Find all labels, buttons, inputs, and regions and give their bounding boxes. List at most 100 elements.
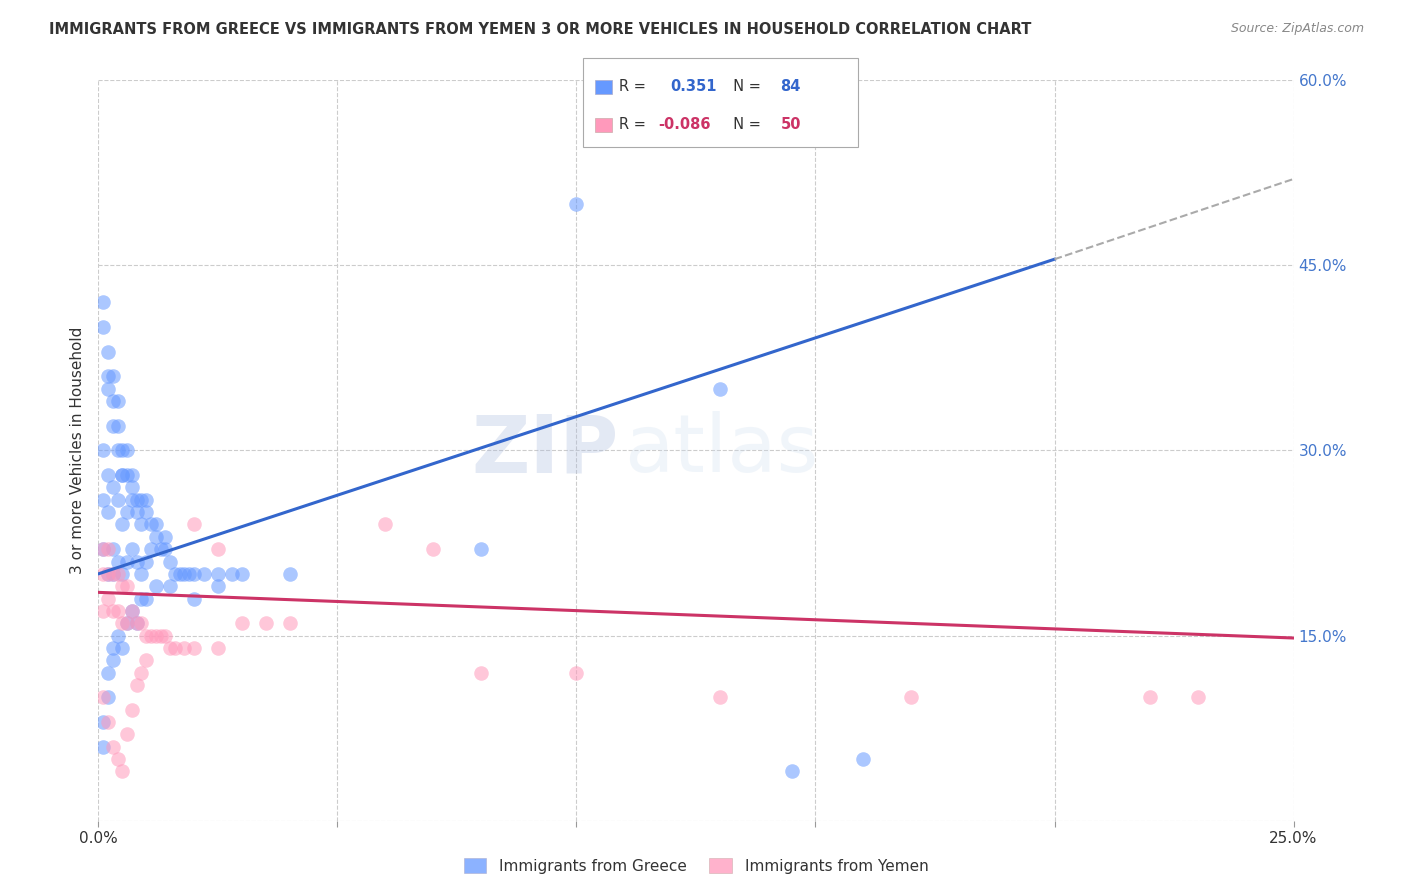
Point bbox=[254, 616, 277, 631]
Point bbox=[97, 369, 120, 384]
Point bbox=[97, 591, 120, 606]
Point bbox=[278, 616, 301, 631]
Point bbox=[1187, 690, 1209, 705]
Point bbox=[145, 530, 167, 544]
Point bbox=[111, 468, 134, 483]
Point bbox=[149, 542, 172, 557]
Point bbox=[91, 542, 114, 557]
Point bbox=[115, 616, 138, 631]
Point bbox=[207, 542, 229, 557]
Point bbox=[115, 555, 138, 569]
Point bbox=[97, 566, 120, 581]
Point bbox=[169, 566, 191, 581]
Point bbox=[221, 566, 243, 581]
Point bbox=[97, 665, 120, 680]
Point bbox=[135, 628, 157, 642]
Point bbox=[97, 382, 120, 396]
Text: N =: N = bbox=[724, 79, 766, 94]
Point bbox=[155, 542, 177, 557]
Point bbox=[111, 764, 134, 779]
Point bbox=[101, 394, 124, 409]
Point bbox=[145, 628, 167, 642]
Point bbox=[135, 591, 157, 606]
Point bbox=[131, 517, 153, 532]
Point bbox=[97, 690, 120, 705]
Point bbox=[115, 468, 138, 483]
Point bbox=[111, 517, 134, 532]
Point bbox=[107, 604, 129, 618]
Point bbox=[155, 530, 177, 544]
Point bbox=[101, 739, 124, 754]
Point bbox=[131, 566, 153, 581]
Point bbox=[101, 566, 124, 581]
Point bbox=[111, 443, 134, 458]
Point bbox=[121, 542, 143, 557]
Point bbox=[91, 714, 114, 729]
Point bbox=[107, 443, 129, 458]
Point bbox=[97, 714, 120, 729]
Text: Source: ZipAtlas.com: Source: ZipAtlas.com bbox=[1230, 22, 1364, 36]
Point bbox=[107, 555, 129, 569]
Point bbox=[115, 616, 138, 631]
Point bbox=[121, 604, 143, 618]
Text: -0.086: -0.086 bbox=[658, 118, 710, 132]
Point bbox=[207, 640, 229, 655]
Text: ZIP: ZIP bbox=[471, 411, 619, 490]
Point bbox=[139, 517, 162, 532]
Point bbox=[91, 690, 114, 705]
Point bbox=[193, 566, 215, 581]
Point bbox=[101, 480, 124, 494]
Point bbox=[101, 418, 124, 433]
Point bbox=[135, 505, 157, 519]
Point bbox=[97, 542, 120, 557]
Point bbox=[173, 640, 195, 655]
Point bbox=[111, 566, 134, 581]
Point bbox=[101, 604, 124, 618]
Point bbox=[111, 579, 134, 593]
Point bbox=[709, 382, 731, 396]
Point bbox=[183, 640, 205, 655]
Point bbox=[135, 653, 157, 667]
Point bbox=[97, 468, 120, 483]
Point bbox=[565, 196, 588, 211]
Point bbox=[131, 591, 153, 606]
Point bbox=[125, 616, 148, 631]
Point bbox=[163, 566, 186, 581]
Point bbox=[115, 443, 138, 458]
Point bbox=[231, 616, 253, 631]
Point bbox=[121, 604, 143, 618]
Point bbox=[565, 665, 588, 680]
Point bbox=[91, 320, 114, 334]
Point bbox=[101, 640, 124, 655]
Point bbox=[131, 665, 153, 680]
Point bbox=[159, 640, 181, 655]
Point bbox=[91, 295, 114, 310]
Point bbox=[101, 542, 124, 557]
Text: N =: N = bbox=[724, 118, 766, 132]
Point bbox=[91, 739, 114, 754]
Point bbox=[183, 566, 205, 581]
Point bbox=[709, 690, 731, 705]
Point bbox=[91, 604, 114, 618]
Point bbox=[155, 628, 177, 642]
Point bbox=[107, 566, 129, 581]
Point bbox=[91, 566, 114, 581]
Point bbox=[131, 492, 153, 507]
Point bbox=[207, 579, 229, 593]
Point bbox=[121, 492, 143, 507]
Point bbox=[278, 566, 301, 581]
Point bbox=[470, 665, 492, 680]
Point bbox=[121, 703, 143, 717]
Point bbox=[145, 517, 167, 532]
Point bbox=[470, 542, 492, 557]
Text: atlas: atlas bbox=[624, 411, 818, 490]
Point bbox=[115, 579, 138, 593]
Point bbox=[101, 653, 124, 667]
Text: 50: 50 bbox=[780, 118, 801, 132]
Point bbox=[183, 517, 205, 532]
Point bbox=[107, 628, 129, 642]
Point bbox=[135, 555, 157, 569]
Text: IMMIGRANTS FROM GREECE VS IMMIGRANTS FROM YEMEN 3 OR MORE VEHICLES IN HOUSEHOLD : IMMIGRANTS FROM GREECE VS IMMIGRANTS FRO… bbox=[49, 22, 1032, 37]
Point bbox=[163, 640, 186, 655]
Point bbox=[131, 616, 153, 631]
